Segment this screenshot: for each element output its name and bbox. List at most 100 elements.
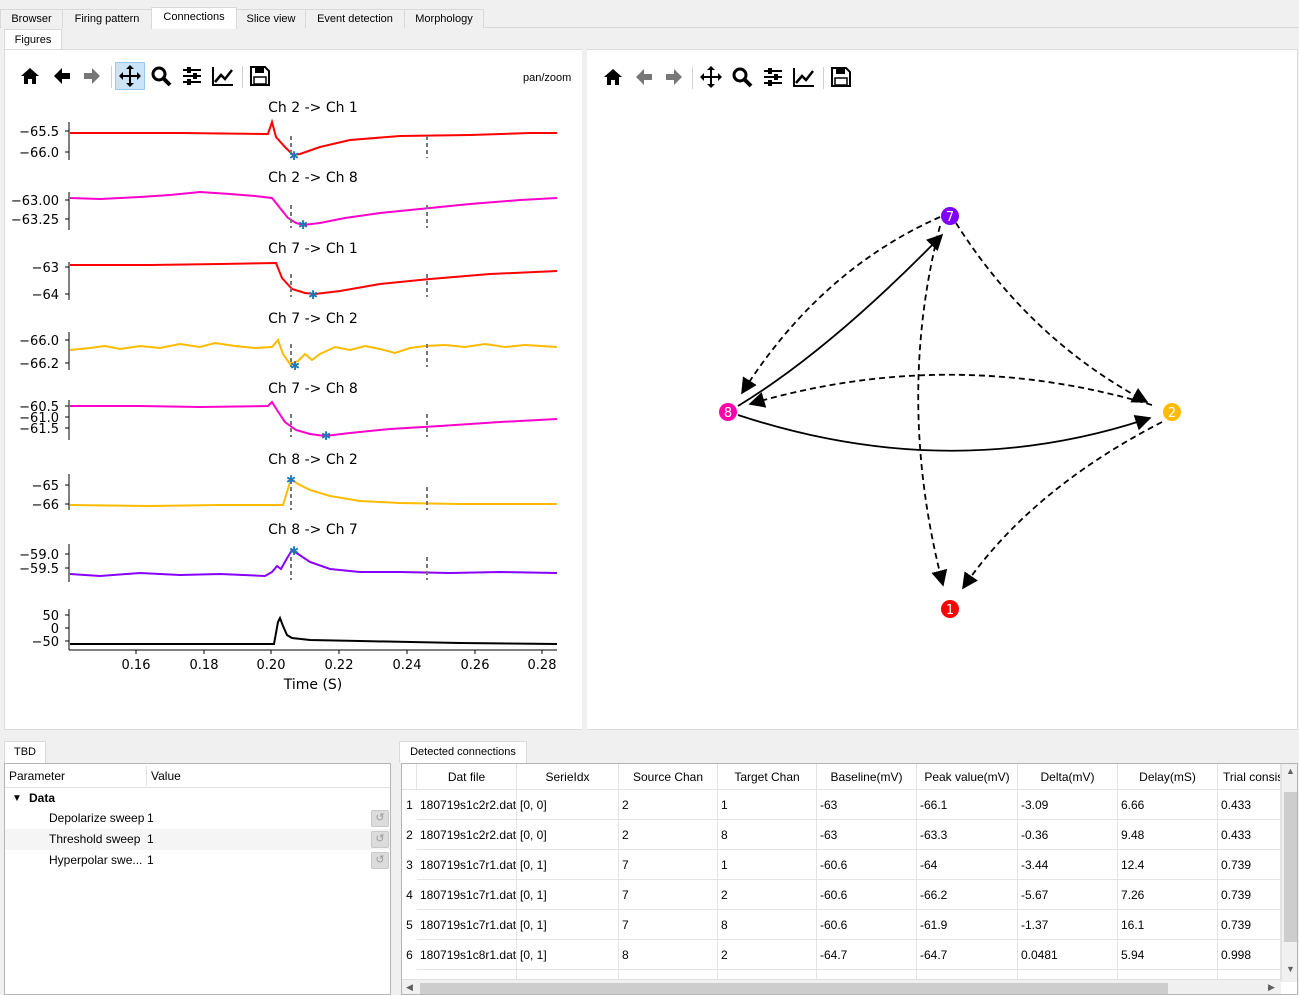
table-cell[interactable]: 180719s1c2r2.dat [417, 820, 517, 850]
table-cell[interactable]: 2 [718, 880, 817, 910]
table-cell[interactable]: 180719s1c7r1.dat [417, 880, 517, 910]
table-cell[interactable]: [0, 1] [517, 850, 619, 880]
scroll-left-icon[interactable]: ◀ [406, 982, 413, 992]
table-cell[interactable]: 8 [619, 940, 718, 970]
table-cell[interactable]: 6.66 [1118, 790, 1218, 820]
tab-detected-connections[interactable]: Detected connections [399, 741, 527, 763]
home-icon[interactable] [15, 62, 45, 90]
column-header[interactable]: Trial consis [1218, 764, 1281, 790]
tab-browser[interactable]: Browser [0, 9, 63, 28]
forward-arrow-icon[interactable] [659, 63, 689, 91]
row-number[interactable]: 6 [406, 948, 413, 962]
table-cell[interactable]: 5.94 [1118, 940, 1218, 970]
column-header[interactable]: Baseline(mV) [817, 764, 917, 790]
sliders-configure-icon[interactable] [758, 63, 788, 91]
zoom-magnifier-icon[interactable] [727, 63, 757, 91]
reset-icon[interactable]: ↺ [371, 831, 389, 848]
back-arrow-icon[interactable] [629, 63, 659, 91]
connection-graph[interactable]: 7 8 2 1 [590, 100, 1290, 720]
node-1[interactable]: 1 [941, 600, 959, 618]
forward-arrow-icon[interactable] [77, 62, 107, 90]
horizontal-scrollbar[interactable]: ◀ ▶ [402, 979, 1281, 994]
table-cell[interactable]: -63 [817, 790, 917, 820]
table-cell[interactable]: [0, 0] [517, 820, 619, 850]
tab-firing-pattern[interactable]: Firing pattern [62, 9, 152, 28]
table-cell[interactable]: 0.739 [1218, 910, 1281, 940]
table-cell[interactable]: [0, 1] [517, 910, 619, 940]
table-cell[interactable]: -61.9 [917, 910, 1018, 940]
table-cell[interactable]: 1 [718, 790, 817, 820]
table-cell[interactable]: -3.09 [1018, 790, 1118, 820]
param-value[interactable]: 1 [147, 832, 154, 846]
table-cell[interactable]: -63 [817, 820, 917, 850]
home-icon[interactable] [598, 63, 628, 91]
line-chart-edit-icon[interactable] [789, 63, 819, 91]
column-header[interactable]: Source Chan [619, 764, 718, 790]
scroll-right-icon[interactable]: ▶ [1268, 982, 1275, 992]
param-row[interactable]: Threshold sweep 1 ↺ [5, 829, 390, 850]
table-cell[interactable]: 9.48 [1118, 820, 1218, 850]
group-row-data[interactable]: ▼ Data [5, 788, 390, 809]
traces-figure[interactable]: Ch 2 -> Ch 1 −65.5 −66.0 ✱ Ch 2 -> Ch 8 … [0, 92, 580, 702]
column-header[interactable]: Dat file [417, 764, 517, 790]
save-floppy-icon[interactable] [826, 63, 856, 91]
table-cell[interactable]: 0.998 [1218, 940, 1281, 970]
column-header[interactable]: Delay(mS) [1118, 764, 1218, 790]
pan-move-icon[interactable] [115, 62, 145, 90]
table-cell[interactable]: -60.6 [817, 850, 917, 880]
table-cell[interactable]: 180719s1c7r1.dat [417, 910, 517, 940]
chevron-down-icon[interactable]: ▼ [12, 793, 22, 804]
table-cell[interactable]: -0.36 [1018, 820, 1118, 850]
pan-move-icon[interactable] [696, 63, 726, 91]
table-cell[interactable]: [0, 1] [517, 880, 619, 910]
table-cell[interactable]: 180719s1c8r1.dat [417, 940, 517, 970]
table-cell[interactable]: -60.6 [817, 910, 917, 940]
table-cell[interactable]: 180719s1c7r1.dat [417, 850, 517, 880]
zoom-magnifier-icon[interactable] [146, 62, 176, 90]
table-cell[interactable]: -60.6 [817, 880, 917, 910]
table-cell[interactable]: 0.739 [1218, 880, 1281, 910]
tab-event-detection[interactable]: Event detection [305, 9, 405, 28]
header-value[interactable]: Value [151, 769, 181, 783]
tab-slice-view[interactable]: Slice view [236, 9, 306, 28]
row-number[interactable]: 3 [406, 858, 413, 872]
param-row[interactable]: Depolarize sweep 1 ↺ [5, 808, 390, 829]
reset-icon[interactable]: ↺ [371, 810, 389, 827]
scroll-thumb[interactable] [420, 983, 1168, 994]
tab-tbd[interactable]: TBD [4, 741, 46, 763]
tab-morphology[interactable]: Morphology [404, 9, 484, 28]
param-value[interactable]: 1 [147, 811, 154, 825]
table-cell[interactable]: 12.4 [1118, 850, 1218, 880]
table-cell[interactable]: 16.1 [1118, 910, 1218, 940]
row-number[interactable]: 1 [406, 798, 413, 812]
table-cell[interactable]: 7 [619, 880, 718, 910]
panel-splitter[interactable] [582, 49, 587, 730]
row-number[interactable]: 5 [406, 918, 413, 932]
table-cell[interactable]: 0.0481 [1018, 940, 1118, 970]
table-cell[interactable]: 7.26 [1118, 880, 1218, 910]
column-header[interactable]: Target Chan [718, 764, 817, 790]
table-cell[interactable]: -1.37 [1018, 910, 1118, 940]
scroll-thumb[interactable] [1284, 792, 1297, 942]
table-cell[interactable]: -64.7 [817, 940, 917, 970]
tab-figures[interactable]: Figures [4, 29, 62, 50]
table-cell[interactable]: 180719s1c2r2.dat [417, 790, 517, 820]
sliders-configure-icon[interactable] [177, 62, 207, 90]
table-cell[interactable]: -64 [917, 850, 1018, 880]
column-header[interactable]: SerieIdx [517, 764, 619, 790]
scroll-up-icon[interactable]: ▲ [1286, 766, 1295, 776]
table-cell[interactable]: 8 [718, 820, 817, 850]
table-cell[interactable]: 1 [718, 850, 817, 880]
reset-icon[interactable]: ↺ [371, 852, 389, 869]
node-7[interactable]: 7 [941, 207, 959, 225]
table-cell[interactable]: -63.3 [917, 820, 1018, 850]
table-cell[interactable]: 0.739 [1218, 850, 1281, 880]
header-parameter[interactable]: Parameter [9, 769, 66, 783]
table-cell[interactable]: -64.7 [917, 940, 1018, 970]
table-cell[interactable]: 2 [718, 940, 817, 970]
table-cell[interactable]: 2 [619, 790, 718, 820]
node-2[interactable]: 2 [1163, 403, 1181, 421]
column-header[interactable]: Peak value(mV) [917, 764, 1018, 790]
tab-connections[interactable]: Connections [151, 7, 237, 29]
table-cell[interactable]: [0, 0] [517, 790, 619, 820]
